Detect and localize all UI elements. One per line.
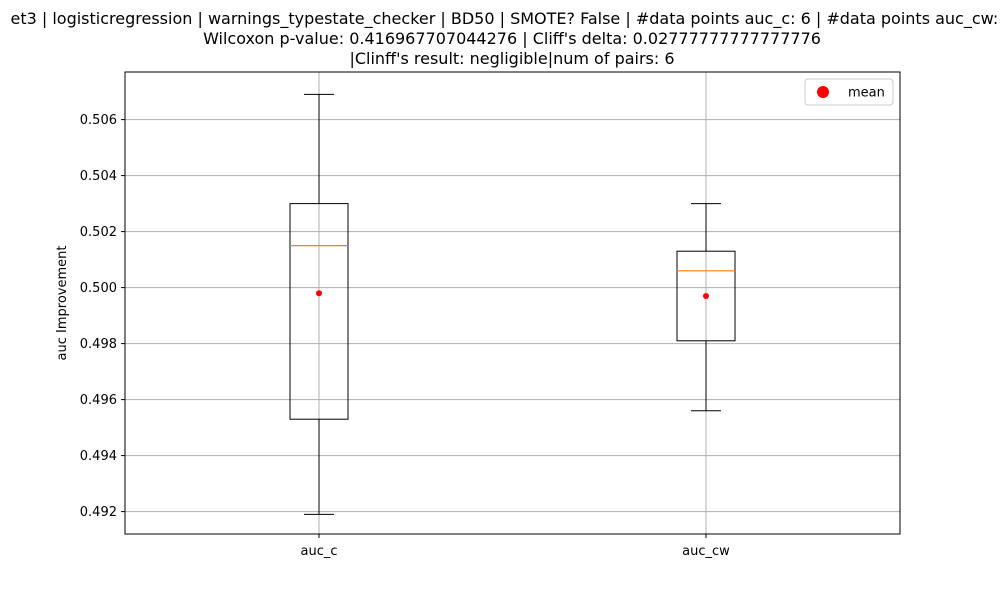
y-tick-label: 0.492 [80,505,117,520]
boxes [289,93,736,515]
mean-marker [703,293,709,299]
box-auc_c [289,93,349,515]
y-tick-label: 0.498 [80,337,117,352]
y-tick-label: 0.504 [80,169,117,184]
y-tick-label: 0.494 [80,449,117,464]
plot-frame [124,71,901,535]
y-tick-label: 0.496 [80,393,117,408]
chart-title-line-3: |Clinff's result: negligible|num of pair… [349,49,674,68]
chart-title-line-1: et3 | logisticregression | warnings_type… [10,9,1000,29]
legend-mean-label: mean [848,86,885,101]
mean-marker [316,290,322,297]
chart-title: et3 | logisticregression | warnings_type… [10,9,1000,68]
y-tick-label: 0.506 [80,113,117,128]
legend-frame [804,78,894,106]
box-auc_cw [676,203,736,412]
x-axis-ticks: auc_c auc_cw [300,534,730,559]
iqr-box [289,203,349,420]
y-tick-label: 0.502 [80,225,117,240]
y-axis-ticks: 0.492 0.494 0.496 0.498 0.500 0.502 0.504 0.506 [80,113,125,520]
grid-lines [125,72,900,534]
legend-mean-marker [817,86,829,98]
y-tick-label: 0.500 [80,281,117,296]
iqr-box [676,250,736,342]
x-tick-label-auc_cw: auc_cw [682,544,730,559]
chart-title-line-2: Wilcoxon p-value: 0.416967707044276 | Cl… [203,29,821,48]
x-tick-label-auc_c: auc_c [300,544,337,559]
y-axis-label: auc Improvement [55,246,70,361]
legend: mean [804,78,894,106]
